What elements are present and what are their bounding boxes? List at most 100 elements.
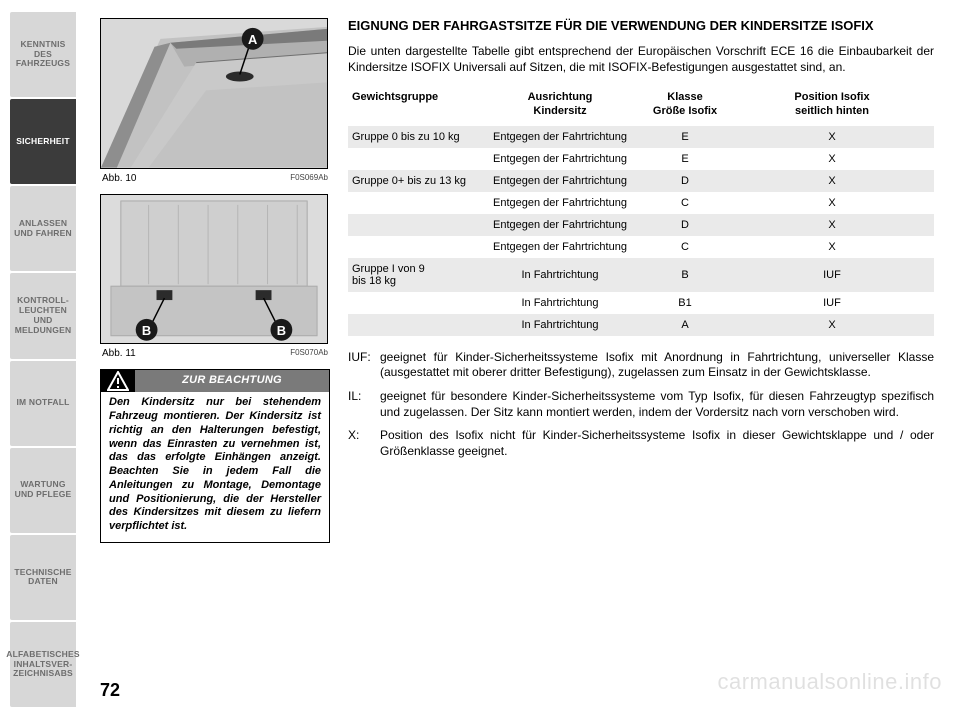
- section-tabs-sidebar: KENNTNIS DES FAHRZEUGS SICHERHEIT ANLASS…: [0, 0, 86, 709]
- definition-key: X:: [348, 428, 380, 459]
- cell-group: [348, 314, 480, 336]
- tab-label: SICHERHEIT: [16, 137, 69, 147]
- svg-text:B: B: [142, 322, 151, 337]
- figure-abb-10: A: [100, 18, 328, 169]
- tab-label: TECHNISCHE DATEN: [14, 568, 71, 588]
- definition-row: IUF:geeignet für Kinder-Sicherheitssyste…: [348, 350, 934, 381]
- cell-group: [348, 236, 480, 258]
- cell-position: X: [730, 236, 934, 258]
- tab-label: ANLASSEN UND FAHREN: [14, 219, 72, 239]
- cell-direction: In Fahrtrichtung: [480, 258, 640, 292]
- cell-direction: In Fahrtrichtung: [480, 314, 640, 336]
- cell-class: E: [640, 126, 730, 148]
- th-position: Position Isofix seitlich hinten: [730, 85, 934, 125]
- tab-label: KONTROLL- LEUCHTEN UND MELDUNGEN: [13, 296, 73, 335]
- definition-text: geeignet für Kinder-Sicherheitssysteme I…: [380, 350, 934, 381]
- figure-10-caption-row: Abb. 10 F0S069Ab: [102, 173, 328, 184]
- figure-11-illustration: B B: [101, 195, 327, 344]
- figure-abb-11: B B: [100, 194, 328, 345]
- cell-group: Gruppe 0+ bis zu 13 kg: [348, 170, 480, 192]
- page-content: A Abb. 10 F0S069Ab: [86, 0, 960, 709]
- tab-label: IM NOTFALL: [17, 398, 70, 408]
- tab-label: ALFABETISCHES INHALTSVER- ZEICHNISABS: [6, 650, 79, 679]
- cell-group: Gruppe I von 9 bis 18 kg: [348, 258, 480, 292]
- cell-class: C: [640, 192, 730, 214]
- table-row: Entgegen der FahrtrichtungEX: [348, 148, 934, 170]
- cell-class: E: [640, 148, 730, 170]
- cell-class: C: [640, 236, 730, 258]
- warning-body: Den Kindersitz nur bei ste­hendem Fahrze…: [101, 392, 329, 542]
- definition-row: X:Position des Isofix nicht für Kinder-S…: [348, 428, 934, 459]
- definition-text: geeignet für besondere Kinder-Sicherheit…: [380, 389, 934, 420]
- cell-direction: Entgegen der Fahrtrichtung: [480, 126, 640, 148]
- figure-11-caption-row: Abb. 11 F0S070Ab: [102, 348, 328, 359]
- figure-11-code: F0S070Ab: [290, 348, 328, 359]
- cell-class: A: [640, 314, 730, 336]
- definition-text: Position des Isofix nicht für Kinder-Sic…: [380, 428, 934, 459]
- table-row: In FahrtrichtungB1IUF: [348, 292, 934, 314]
- cell-position: X: [730, 126, 934, 148]
- tab-sicherheit[interactable]: SICHERHEIT: [10, 99, 76, 184]
- isofix-table: Gewichtsgruppe Ausrichtung Kindersitz Kl…: [348, 85, 934, 335]
- table-row: Gruppe I von 9 bis 18 kgIn Fahrtrichtung…: [348, 258, 934, 292]
- cell-class: B1: [640, 292, 730, 314]
- figure-10-caption: Abb. 10: [102, 173, 136, 184]
- svg-text:B: B: [277, 322, 286, 337]
- figure-11-caption: Abb. 11: [102, 348, 136, 359]
- tab-inhaltsverzeichnis[interactable]: ALFABETISCHES INHALTSVER- ZEICHNISABS: [10, 622, 76, 707]
- cell-direction: Entgegen der Fahrtrichtung: [480, 148, 640, 170]
- cell-group: [348, 148, 480, 170]
- tab-technische[interactable]: TECHNISCHE DATEN: [10, 535, 76, 620]
- definition-row: IL:geeignet für besondere Kinder-Sicherh…: [348, 389, 934, 420]
- cell-group: Gruppe 0 bis zu 10 kg: [348, 126, 480, 148]
- tab-label: KENNTNIS DES FAHRZEUGS: [13, 40, 73, 69]
- definition-key: IUF:: [348, 350, 380, 381]
- table-row: Gruppe 0 bis zu 10 kgEntgegen der Fahrtr…: [348, 126, 934, 148]
- page-number: 72: [100, 680, 120, 701]
- cell-position: IUF: [730, 258, 934, 292]
- cell-direction: Entgegen der Fahrtrichtung: [480, 170, 640, 192]
- tab-anlassen[interactable]: ANLASSEN UND FAHREN: [10, 186, 76, 271]
- tab-kenntnis[interactable]: KENNTNIS DES FAHRZEUGS: [10, 12, 76, 97]
- manual-page: KENNTNIS DES FAHRZEUGS SICHERHEIT ANLASS…: [0, 0, 960, 709]
- cell-position: X: [730, 192, 934, 214]
- cell-group: [348, 292, 480, 314]
- cell-class: D: [640, 170, 730, 192]
- warning-title: ZUR BEACHTUNG: [135, 370, 329, 392]
- left-column: A Abb. 10 F0S069Ab: [100, 18, 330, 543]
- cell-position: IUF: [730, 292, 934, 314]
- cell-position: X: [730, 314, 934, 336]
- cell-class: B: [640, 258, 730, 292]
- th-gewichtsgruppe: Gewichtsgruppe: [348, 85, 480, 125]
- svg-text:A: A: [248, 32, 257, 47]
- table-row: Gruppe 0+ bis zu 13 kgEntgegen der Fahrt…: [348, 170, 934, 192]
- warning-header: ZUR BEACHTUNG: [101, 370, 329, 392]
- definition-key: IL:: [348, 389, 380, 420]
- table-row: Entgegen der FahrtrichtungDX: [348, 214, 934, 236]
- definitions: IUF:geeignet für Kinder-Sicherheitssyste…: [348, 350, 934, 460]
- cell-position: X: [730, 170, 934, 192]
- warning-triangle-icon: [101, 370, 135, 392]
- th-klasse: Klasse Größe Isofix: [640, 85, 730, 125]
- table-row: Entgegen der FahrtrichtungCX: [348, 236, 934, 258]
- cell-direction: Entgegen der Fahrtrichtung: [480, 192, 640, 214]
- tab-notfall[interactable]: IM NOTFALL: [10, 361, 76, 446]
- warning-box: ZUR BEACHTUNG Den Kindersitz nur bei ste…: [100, 369, 330, 543]
- section-intro: Die unten dargestellte Tabelle gibt ents…: [348, 44, 934, 75]
- table-row: In FahrtrichtungAX: [348, 314, 934, 336]
- cell-position: X: [730, 148, 934, 170]
- tab-label: WARTUNG UND PFLEGE: [15, 480, 72, 500]
- cell-position: X: [730, 214, 934, 236]
- cell-direction: Entgegen der Fahrtrichtung: [480, 236, 640, 258]
- cell-direction: In Fahrtrichtung: [480, 292, 640, 314]
- cell-direction: Entgegen der Fahrtrichtung: [480, 214, 640, 236]
- table-row: Entgegen der FahrtrichtungCX: [348, 192, 934, 214]
- figure-10-code: F0S069Ab: [290, 173, 328, 184]
- section-title: EIGNUNG DER FAHRGASTSITZE FÜR DIE VERWEN…: [348, 18, 934, 34]
- tab-kontrollleuchten[interactable]: KONTROLL- LEUCHTEN UND MELDUNGEN: [10, 273, 76, 358]
- cell-class: D: [640, 214, 730, 236]
- cell-group: [348, 192, 480, 214]
- th-ausrichtung: Ausrichtung Kindersitz: [480, 85, 640, 125]
- tab-wartung[interactable]: WARTUNG UND PFLEGE: [10, 448, 76, 533]
- cell-group: [348, 214, 480, 236]
